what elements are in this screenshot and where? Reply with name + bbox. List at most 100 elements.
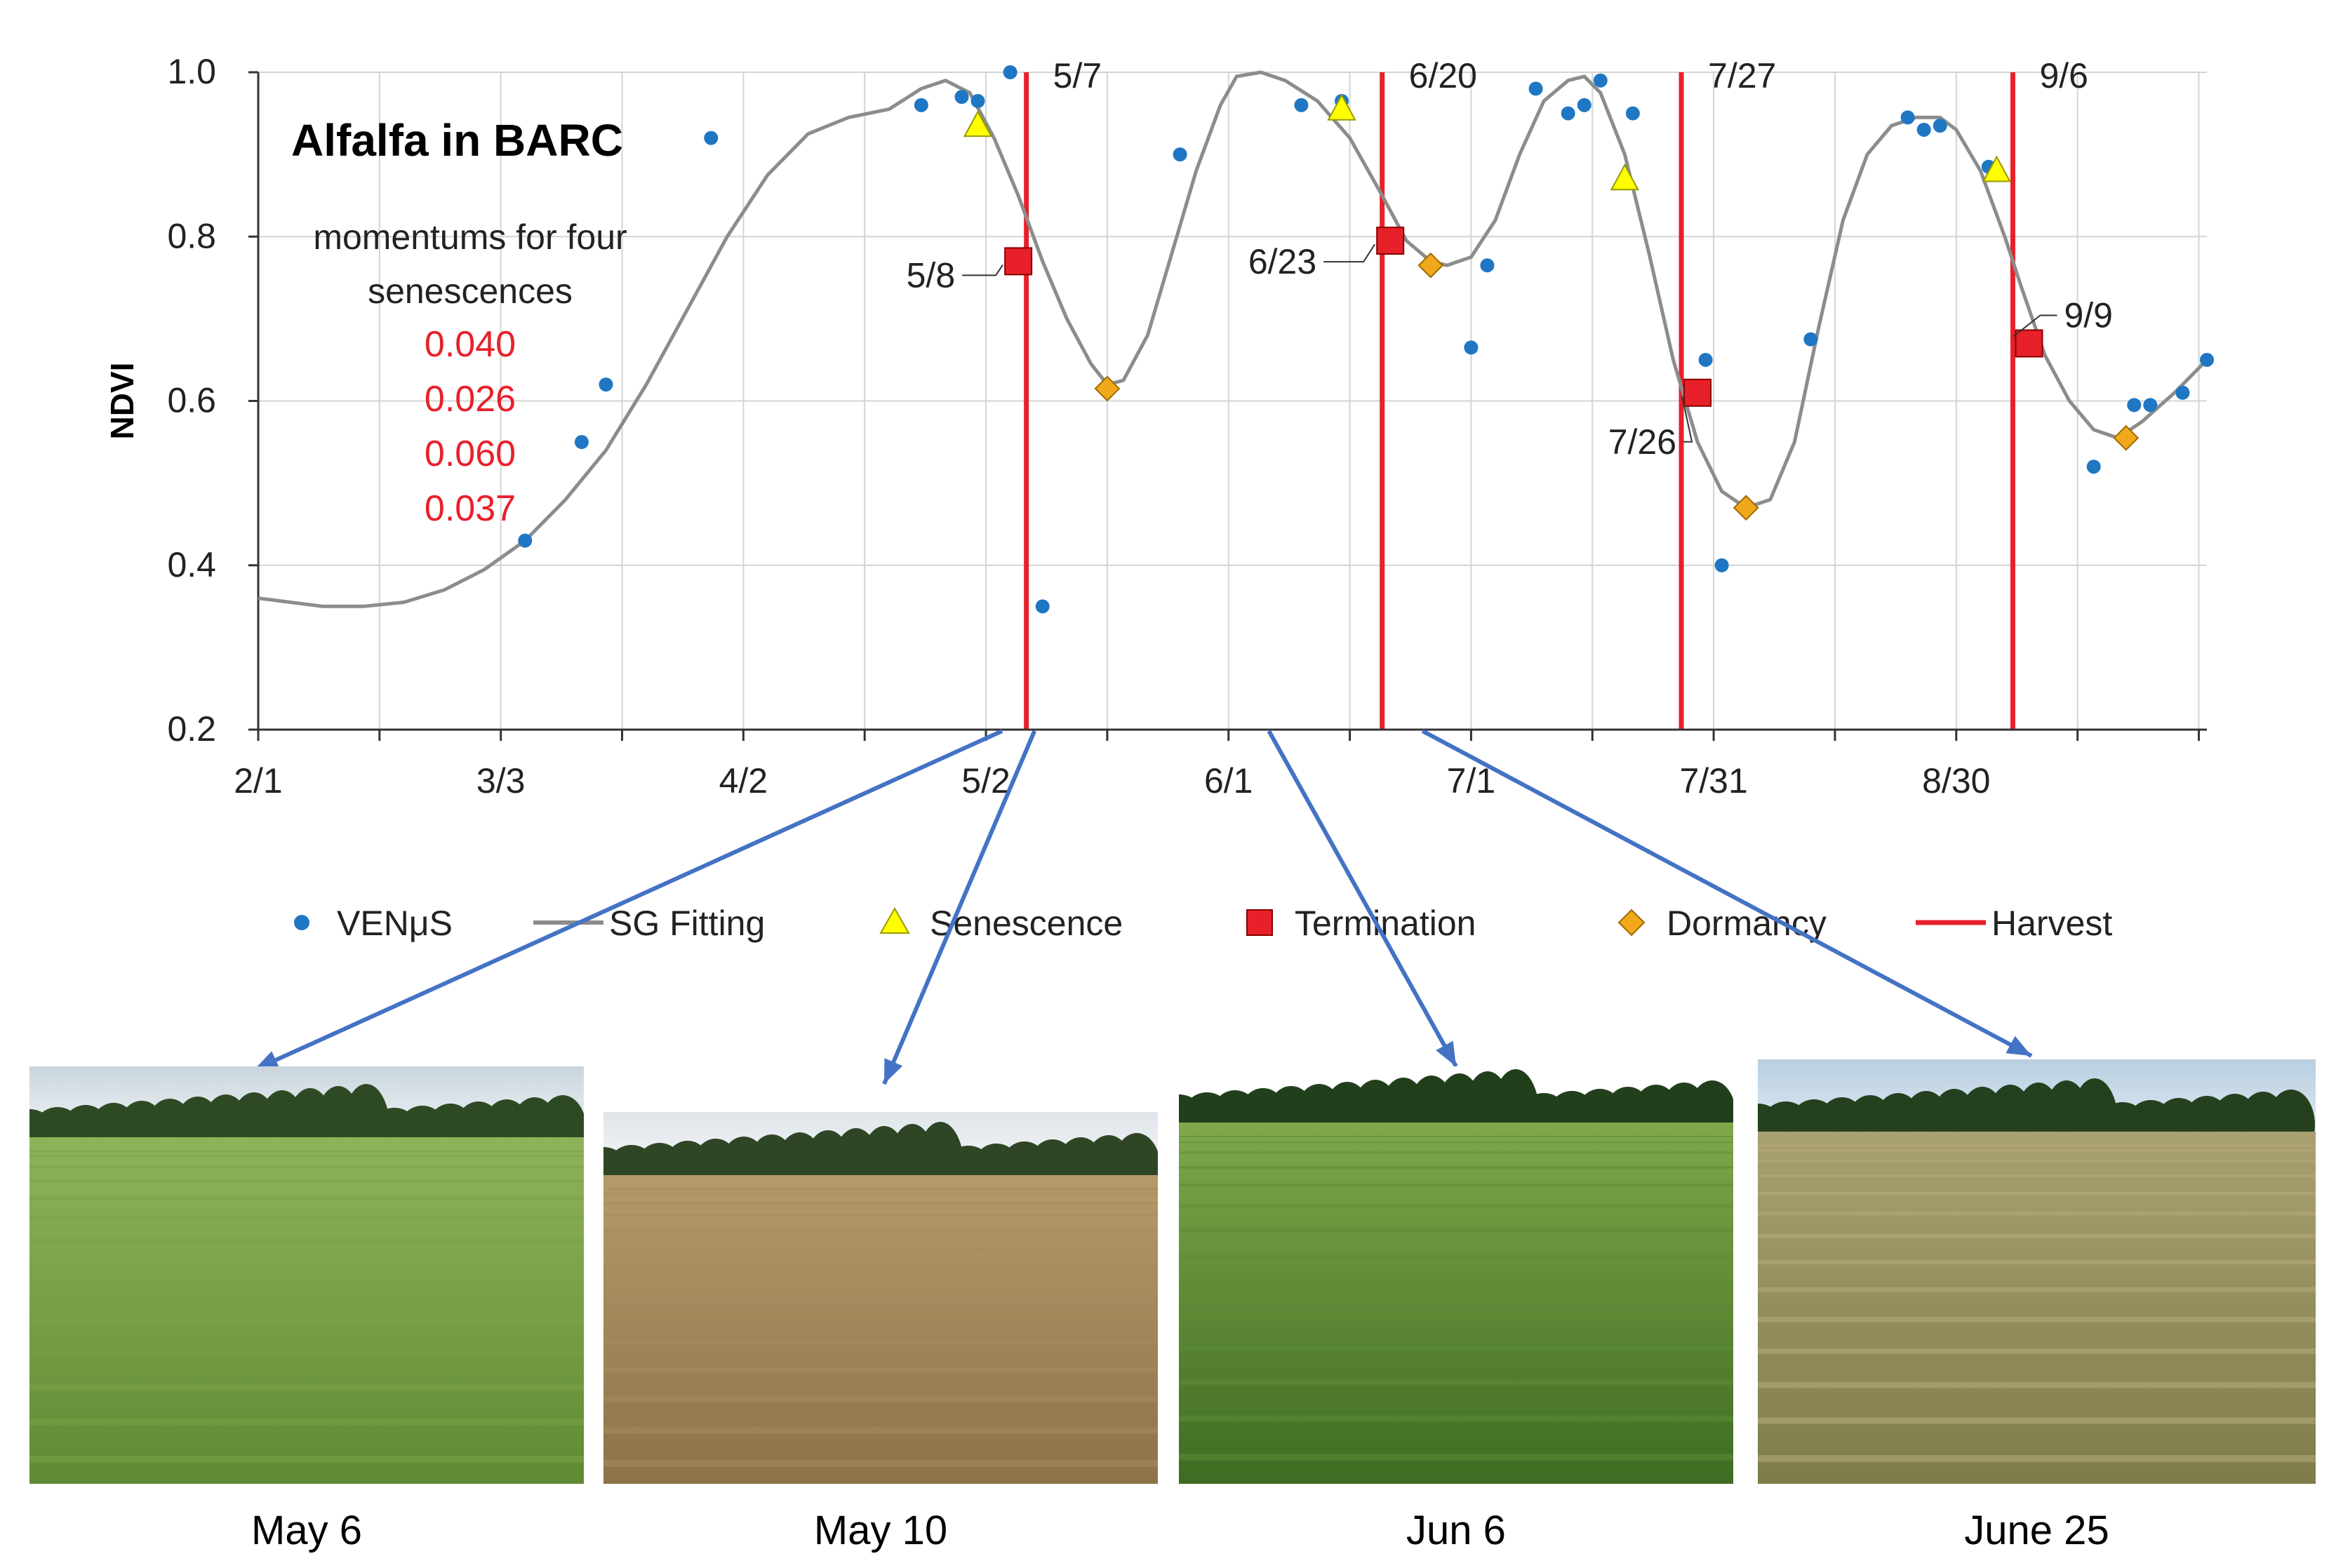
venus-point — [1698, 352, 1713, 367]
senescence-marker — [1327, 93, 1356, 121]
venus-point — [1916, 122, 1931, 137]
harvest-label: 5/7 — [1053, 56, 1102, 95]
venus-point — [704, 130, 719, 145]
venus-point — [1561, 106, 1575, 121]
y-tick-label: 0.6 — [167, 381, 216, 420]
dormancy-marker — [1417, 252, 1444, 279]
venus-point — [914, 98, 928, 112]
harvest-label: 7/27 — [1708, 56, 1776, 95]
senescence-marker — [1610, 163, 1640, 191]
venus-point — [1480, 258, 1495, 273]
arrow-head — [884, 1058, 903, 1084]
arrow-line — [1267, 730, 1458, 1068]
dormancy-marker — [1733, 495, 1759, 521]
x-tick-label: 7/31 — [1679, 761, 1747, 800]
y-tick-label: 0.8 — [167, 216, 216, 255]
axes: 0.20.40.60.81.02/1 3/3 4/2 5/2 6/1 7/1 7/31 8/3… — [104, 52, 2207, 800]
sg-fitting-series — [258, 70, 2208, 608]
venus-point — [1035, 599, 1050, 614]
venus-point — [2143, 398, 2158, 413]
momentum-value: 0.040 — [425, 324, 516, 365]
grid — [258, 72, 2207, 730]
arrow-line — [882, 730, 1036, 1085]
termination-marker — [2015, 329, 2043, 358]
legend-symbol — [294, 915, 309, 930]
venus-point — [2086, 460, 2101, 474]
arrow-line — [253, 729, 1003, 1072]
venus-point — [518, 533, 533, 548]
y-tick-label: 1.0 — [167, 52, 216, 91]
legend-symbol — [879, 906, 910, 934]
venus-point — [1173, 147, 1187, 162]
momentum-value: 0.026 — [425, 379, 516, 420]
termination-label: 7/26 — [1608, 422, 1676, 462]
venus-point — [970, 93, 985, 108]
phenology-markers — [963, 93, 2140, 521]
venus-point — [599, 377, 613, 392]
venus-series — [518, 65, 2214, 614]
termination-leader — [1323, 243, 1376, 263]
termination-leader — [962, 264, 1003, 276]
annotation-heading-2: senescences — [368, 272, 573, 311]
venus-point — [2127, 398, 2142, 413]
x-tick-label: 4/2 — [719, 761, 768, 800]
termination-leader — [1681, 396, 1693, 443]
termination-label: 9/9 — [2064, 296, 2113, 335]
x-tick-label: 8/30 — [1922, 761, 1990, 800]
field-photo — [603, 1112, 1158, 1484]
x-tick-label: 5/2 — [961, 761, 1010, 800]
momentum-value: 0.060 — [425, 434, 516, 474]
venus-point — [1528, 81, 1543, 96]
venus-point — [1464, 340, 1479, 355]
y-axis-title: NDVI — [104, 363, 140, 440]
senescence-marker — [963, 110, 993, 138]
legend-symbol — [1246, 909, 1273, 936]
dormancy-marker — [2113, 424, 2140, 451]
legend: VENμS SG Fitting Senescence Termination Dorm… — [294, 904, 2112, 943]
termination-leader — [2013, 314, 2057, 337]
chart-title: Alfalfa in BARC — [291, 115, 623, 166]
arrow-head — [2006, 1036, 2031, 1056]
y-tick-label: 0.2 — [167, 709, 216, 749]
harvest-label: 9/6 — [2039, 56, 2088, 95]
venus-point — [2175, 385, 2190, 400]
annotation-heading: momentums for four — [313, 217, 627, 257]
y-tick-label: 0.4 — [167, 545, 216, 584]
venus-point — [1577, 98, 1591, 112]
legend-label: SG Fitting — [609, 904, 765, 943]
field-photo — [29, 1066, 584, 1484]
legend-label: Dormancy — [1667, 904, 1827, 943]
termination-marker — [1683, 378, 1712, 407]
legend-symbol — [1617, 909, 1646, 937]
sg-fitting-line — [258, 70, 2208, 608]
legend-label: Senescence — [930, 904, 1123, 943]
venus-point — [1294, 98, 1309, 112]
venus-point — [574, 435, 589, 450]
venus-point — [1933, 119, 1947, 133]
dormancy-marker — [1094, 375, 1121, 402]
venus-point — [1593, 73, 1608, 88]
arrow-head — [254, 1051, 280, 1070]
harvest-lines — [1024, 72, 2015, 730]
legend-label: VENμS — [337, 904, 453, 943]
venus-point — [1900, 110, 1915, 125]
photo-caption: June 25 — [1964, 1508, 2109, 1553]
arrow-head — [1436, 1040, 1456, 1066]
venus-point — [954, 90, 969, 105]
termination-label: 6/23 — [1248, 242, 1316, 281]
x-tick-label: 3/3 — [476, 761, 526, 800]
venus-point — [1803, 332, 1818, 347]
venus-point — [1003, 65, 1017, 79]
photo-caption: Jun 6 — [1406, 1508, 1506, 1553]
field-photo — [1758, 1059, 2316, 1484]
termination-marker — [1004, 247, 1033, 276]
legend-label: Harvest — [1991, 904, 2112, 943]
momentum-value: 0.037 — [425, 488, 516, 529]
termination-label: 5/8 — [907, 255, 956, 295]
harvest-label: 6/20 — [1409, 56, 1477, 95]
arrow-line — [1421, 729, 2033, 1058]
x-tick-label: 2/1 — [234, 761, 283, 800]
senescence-marker — [1982, 155, 2012, 182]
